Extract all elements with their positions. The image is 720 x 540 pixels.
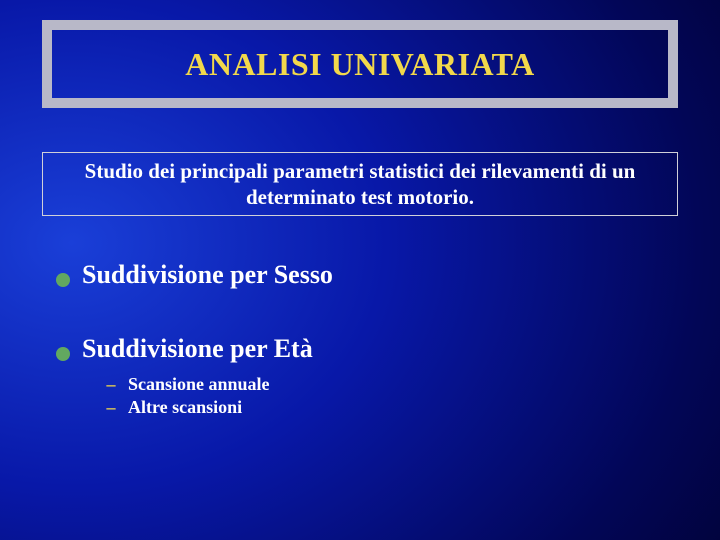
dash-icon: –	[104, 374, 118, 395]
bullet-item: Suddivisione per Età	[56, 334, 680, 364]
bullet-dot-icon	[56, 273, 70, 287]
bullet-text: Suddivisione per Età	[82, 334, 313, 364]
sub-text: Scansione annuale	[128, 374, 270, 395]
sub-item: – Scansione annuale	[104, 374, 680, 395]
slide-subtitle: Studio dei principali parametri statisti…	[55, 158, 665, 211]
sub-list: – Scansione annuale – Altre scansioni	[104, 374, 680, 418]
sub-item: – Altre scansioni	[104, 397, 680, 418]
bullet-dot-icon	[56, 347, 70, 361]
sub-text: Altre scansioni	[128, 397, 242, 418]
slide-title: ANALISI UNIVARIATA	[185, 46, 535, 83]
subtitle-box: Studio dei principali parametri statisti…	[42, 152, 678, 216]
bullet-text: Suddivisione per Sesso	[82, 260, 333, 290]
bullet-item: Suddivisione per Sesso	[56, 260, 680, 290]
title-inner-border: ANALISI UNIVARIATA	[50, 28, 670, 100]
content-area: Suddivisione per Sesso Suddivisione per …	[56, 260, 680, 420]
title-box: ANALISI UNIVARIATA	[42, 20, 678, 108]
dash-icon: –	[104, 397, 118, 418]
